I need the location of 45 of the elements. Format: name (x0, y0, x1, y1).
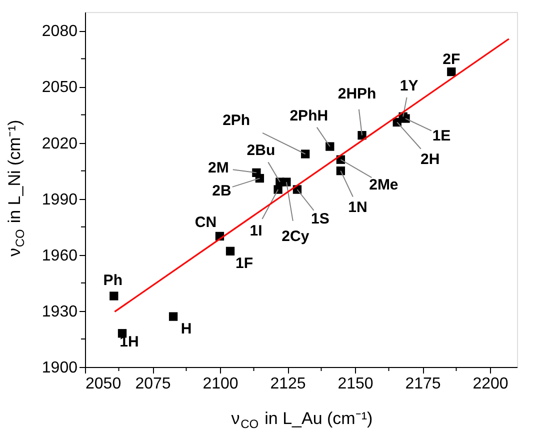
x-tick-label: 2100 (202, 376, 238, 392)
y-tick-label: 2050 (42, 79, 78, 96)
annotation: Ph (103, 272, 122, 289)
annotation: CN (194, 214, 217, 232)
annotation: H (180, 320, 192, 338)
annotation: 1H (120, 333, 139, 350)
annotation: 1Y (400, 78, 418, 95)
y-tick-label: 1900 (42, 360, 78, 376)
point (276, 178, 284, 186)
annotation: 2H (420, 151, 440, 168)
annotation: 1F (236, 255, 254, 272)
point (110, 292, 118, 300)
annotation: 2Ph (222, 112, 250, 129)
point (300, 150, 310, 158)
annotation: 2Me (369, 176, 398, 194)
annotation: 2Cy (282, 228, 310, 246)
y-axis-title: νCO in L_Ni (cm⁻¹) (5, 120, 27, 257)
annotation: 2HPh (338, 85, 376, 102)
point (326, 142, 334, 151)
annotation: 2PhH (290, 108, 328, 125)
y-tick-label: 2080 (42, 23, 78, 40)
annotation: 2Bu (246, 142, 276, 160)
x-tick-label: 2050 (86, 376, 122, 392)
annotation: 1I (250, 222, 262, 240)
annotation: 2B (212, 182, 232, 200)
y-tick-label: 1930 (42, 303, 78, 320)
point (255, 174, 264, 183)
point (336, 166, 346, 176)
x-tick-label: 2125 (270, 376, 306, 392)
y-tick-label: 1960 (42, 247, 78, 264)
annotation: 1E (432, 128, 451, 144)
point (226, 246, 235, 256)
annotation: 1S (311, 210, 330, 228)
x-tick-label: 2200 (472, 376, 508, 392)
point (401, 114, 410, 123)
x-tick-label: 2175 (405, 376, 441, 392)
x-tick-label: 2150 (338, 376, 374, 392)
annotation: 2F (442, 50, 460, 68)
point (168, 312, 178, 321)
point (447, 67, 456, 76)
y-tick-label: 1990 (42, 191, 78, 208)
y-tick-label: 2020 (42, 135, 78, 152)
x-tick-label: 2075 (135, 376, 171, 392)
annotation: 2M (208, 160, 229, 177)
annotation: 1N (348, 198, 368, 216)
